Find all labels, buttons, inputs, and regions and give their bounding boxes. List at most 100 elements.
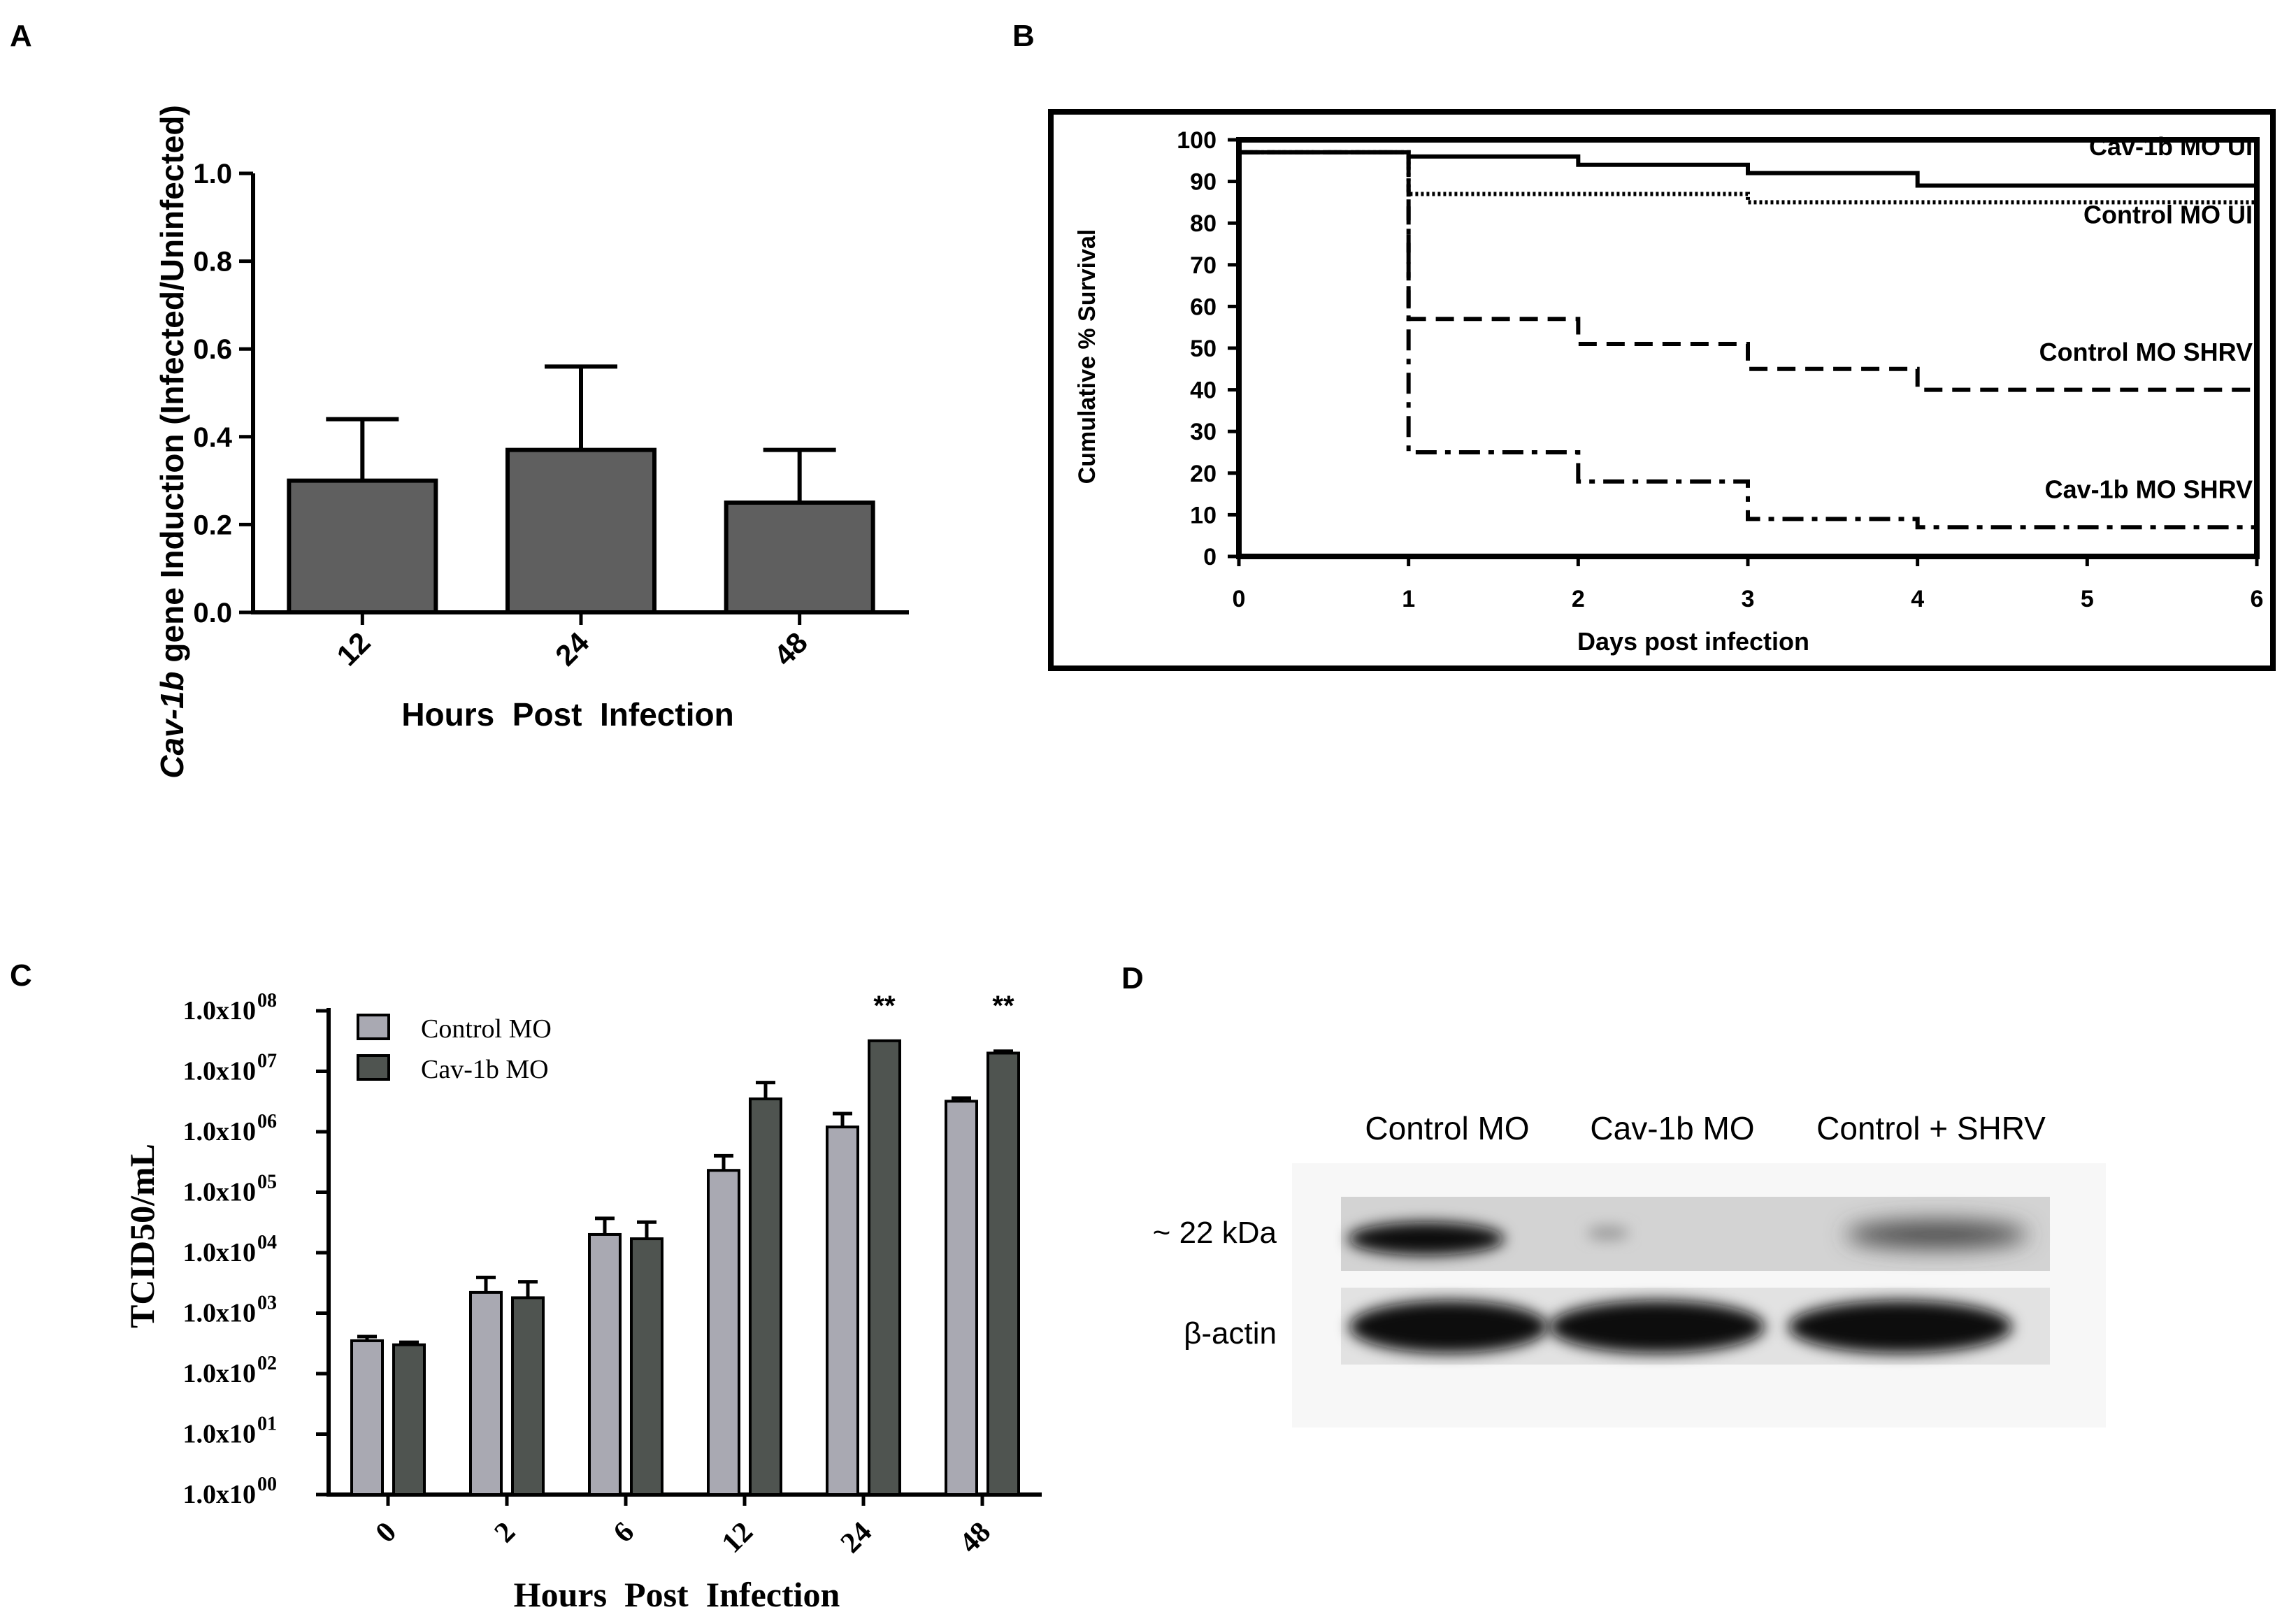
chart-a-xlabel: Hours Post Infection	[401, 696, 733, 733]
chart-a: Cav-1b gene Induction (Infected/Uninfect…	[154, 105, 909, 779]
chart-b-xtick-label: 2	[1572, 586, 1585, 612]
chart-b-ytick-label: 20	[1190, 461, 1217, 487]
chart-a-bar-12	[287, 478, 438, 614]
chart-b-series-cav-1b-mo-shrv	[1239, 150, 2257, 530]
chart-c-ytick-exponent: 03	[257, 1293, 277, 1314]
chart-b-xtick-label: 1	[1402, 586, 1415, 612]
chart-b-ytick-label: 40	[1190, 377, 1217, 404]
legend-label-control-mo: Control MO	[421, 1014, 552, 1044]
chart-b-ytick-label: 0	[1203, 544, 1217, 570]
chart-c-ytick-exponent: 06	[257, 1111, 277, 1132]
chart-a-bar-24	[505, 447, 656, 615]
chart-a-xtick-label: 24	[549, 626, 596, 672]
chart-b-ytick-label: 100	[1177, 127, 1217, 154]
chart-c-xtick-label: 24	[835, 1516, 878, 1560]
chart-c-ytick-label: 1.0x10	[183, 1238, 257, 1267]
chart-c-ytick-exponent: 07	[257, 1051, 277, 1072]
chart-c-bar-cav-1b-mo-24	[868, 1039, 901, 1497]
band-22kda-control	[1348, 1222, 1505, 1255]
chart-c-significance-label: **	[873, 991, 896, 1021]
panel-label-c: C	[10, 958, 32, 993]
chart-c-legend: Control MO Cav-1b MO	[357, 1014, 552, 1084]
chart-c-ytick-exponent: 08	[257, 990, 277, 1012]
chart-a-ytick-label: 1.0	[193, 159, 232, 189]
band-actin-shrv	[1788, 1300, 2012, 1353]
panel-label-b: B	[1012, 19, 1035, 53]
chart-a-ytick-label: 0.0	[193, 598, 232, 628]
chart-c-ytick-label: 1.0x10	[183, 1057, 257, 1086]
band-22kda-cav1b	[1587, 1226, 1629, 1240]
chart-c-xtick-label: 6	[608, 1516, 640, 1549]
lane-label-control-mo: Control MO	[1365, 1110, 1529, 1146]
chart-b-ylabel: Cumulative % Survival	[1074, 229, 1100, 484]
chart-b-ytick-label: 60	[1190, 294, 1217, 320]
chart-c-ytick-exponent: 04	[257, 1232, 277, 1253]
chart-c-xlabel: Hours Post Infection	[514, 1575, 840, 1614]
chart-b-xtick-label: 4	[1911, 586, 1924, 612]
chart-c-bar-cav-1b-mo-6	[630, 1237, 663, 1496]
chart-b-xtick-label: 3	[1742, 586, 1755, 612]
chart-b-xtick-label: 5	[2081, 586, 2094, 612]
lane-label-cav1b-mo: Cav-1b MO	[1590, 1110, 1754, 1146]
chart-b-series-label-cav-1b-mo-ui: Cav-1b MO UI	[2089, 132, 2253, 161]
chart-b-ytick-label: 70	[1190, 252, 1217, 279]
chart-c-ytick-label: 1.0x10	[183, 996, 257, 1026]
chart-c-xtick-label: 12	[716, 1516, 759, 1560]
chart-b-xtick-label: 6	[2251, 586, 2264, 612]
chart-c-bar-cav-1b-mo-12	[749, 1097, 782, 1496]
chart-b: Cumulative % Survival Days post infectio…	[1048, 109, 2276, 671]
chart-c-ytick-exponent: 00	[257, 1474, 277, 1495]
chart-c-bar-control-mo-12	[707, 1169, 740, 1497]
chart-c: TCID50/mL Hours Post Infection Control M…	[122, 990, 1042, 1614]
chart-c-ytick-label: 1.0x10	[183, 1359, 257, 1388]
chart-b-xlabel: Days post infection	[1577, 627, 1809, 656]
chart-a-bar-48	[724, 501, 875, 614]
chart-c-bar-control-mo-6	[588, 1232, 622, 1497]
chart-c-xtick-label: 48	[954, 1516, 997, 1560]
panel-label-a: A	[10, 19, 32, 53]
chart-c-significance-label: **	[992, 991, 1014, 1021]
chart-b-series-label-cav-1b-mo-shrv: Cav-1b MO SHRV	[2045, 475, 2253, 504]
chart-c-bar-control-mo-0	[350, 1339, 384, 1496]
chart-a-ytick-label: 0.8	[193, 247, 232, 278]
chart-b-series-label-control-mo-shrv: Control MO SHRV	[2039, 338, 2253, 366]
chart-c-xtick-label: 0	[370, 1516, 403, 1549]
legend-label-cav1b-mo: Cav-1b MO	[421, 1055, 549, 1084]
lane-label-control-shrv: Control + SHRV	[1816, 1110, 2046, 1146]
chart-a-ytick-label: 0.6	[193, 334, 232, 365]
chart-a-xtick-label: 12	[330, 626, 376, 672]
chart-c-ytick-exponent: 01	[257, 1413, 277, 1435]
chart-c-bar-control-mo-48	[945, 1100, 978, 1497]
chart-c-ytick-exponent: 02	[257, 1353, 277, 1374]
chart-a-ytick-label: 0.2	[193, 510, 232, 540]
chart-b-ytick-label: 30	[1190, 419, 1217, 445]
panel-label-d: D	[1121, 961, 1144, 995]
chart-b-ytick-label: 90	[1190, 169, 1217, 196]
chart-c-bar-control-mo-24	[826, 1125, 859, 1497]
chart-b-outer-frame	[1048, 109, 2276, 671]
chart-c-ytick-label: 1.0x10	[183, 1117, 257, 1146]
legend-swatch-control-mo	[357, 1014, 390, 1040]
chart-c-bar-cav-1b-mo-2	[511, 1296, 545, 1497]
chart-c-ytick-exponent: 05	[257, 1172, 277, 1193]
chart-a-xtick-label: 48	[768, 626, 814, 672]
chart-c-bar-cav-1b-mo-0	[392, 1343, 426, 1496]
chart-b-series-label-control-mo-ui: Control MO UI	[2083, 200, 2253, 229]
chart-b-ytick-label: 80	[1190, 210, 1217, 237]
chart-b-series-control-mo-shrv	[1239, 150, 2257, 392]
blot-row-label-beta-actin: β-actin	[1184, 1316, 1277, 1351]
chart-a-ytick-label: 0.4	[193, 422, 232, 453]
chart-a-ylabel: Cav-1b gene Induction (Infected/Uninfect…	[154, 105, 190, 779]
chart-c-ytick-label: 1.0x10	[183, 1178, 257, 1207]
chart-b-xtick-label: 0	[1233, 586, 1246, 612]
legend-swatch-cav1b-mo	[357, 1054, 390, 1081]
chart-b-ytick-label: 10	[1190, 502, 1217, 528]
chart-c-ytick-label: 1.0x10	[183, 1420, 257, 1449]
band-actin-cav1b	[1549, 1300, 1765, 1353]
chart-c-bar-cav-1b-mo-48	[986, 1051, 1020, 1497]
chart-c-bar-control-mo-2	[469, 1290, 503, 1497]
western-blot: Control MO Cav-1b MO Control + SHRV ~ 22…	[1153, 1110, 2106, 1427]
blot-row-label-22kda: ~ 22 kDa	[1153, 1216, 1277, 1250]
band-22kda-shrv	[1846, 1221, 2028, 1249]
